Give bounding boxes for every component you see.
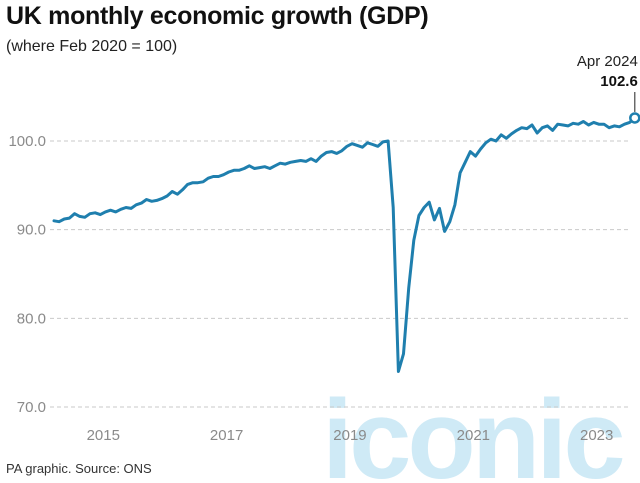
x-axis-tick-labels: 2015 2017 2019 2021 2023 xyxy=(87,427,614,444)
annotation: Apr 2024 102.6 xyxy=(577,53,640,124)
x-tick-label: 2017 xyxy=(210,427,243,444)
x-tick-label: 2023 xyxy=(580,427,613,444)
annotation-value-label: 102.6 xyxy=(600,73,638,90)
watermark: iconic xyxy=(322,377,627,483)
y-tick-label: 80.0 xyxy=(17,310,46,327)
y-tick-label: 70.0 xyxy=(17,399,46,416)
chart-title: UK monthly economic growth (GDP) xyxy=(6,2,429,30)
gdp-series-line xyxy=(52,116,637,373)
x-tick-label: 2015 xyxy=(87,427,120,444)
series-layer xyxy=(52,116,637,373)
y-axis-tick-labels: 70.0 80.0 90.0 100.0 xyxy=(8,133,46,416)
chart-subtitle: (where Feb 2020 = 100) xyxy=(6,38,178,55)
watermark-text: iconic xyxy=(322,377,623,483)
y-tick-label: 100.0 xyxy=(8,133,46,150)
last-point-marker xyxy=(629,112,640,124)
y-tick-label: 90.0 xyxy=(17,222,46,239)
gridlines xyxy=(50,140,630,408)
x-tick-label: 2019 xyxy=(333,427,366,444)
source-footer: PA graphic. Source: ONS xyxy=(6,461,152,476)
x-tick-label: 2021 xyxy=(457,427,490,444)
annotation-date-label: Apr 2024 xyxy=(577,53,638,70)
